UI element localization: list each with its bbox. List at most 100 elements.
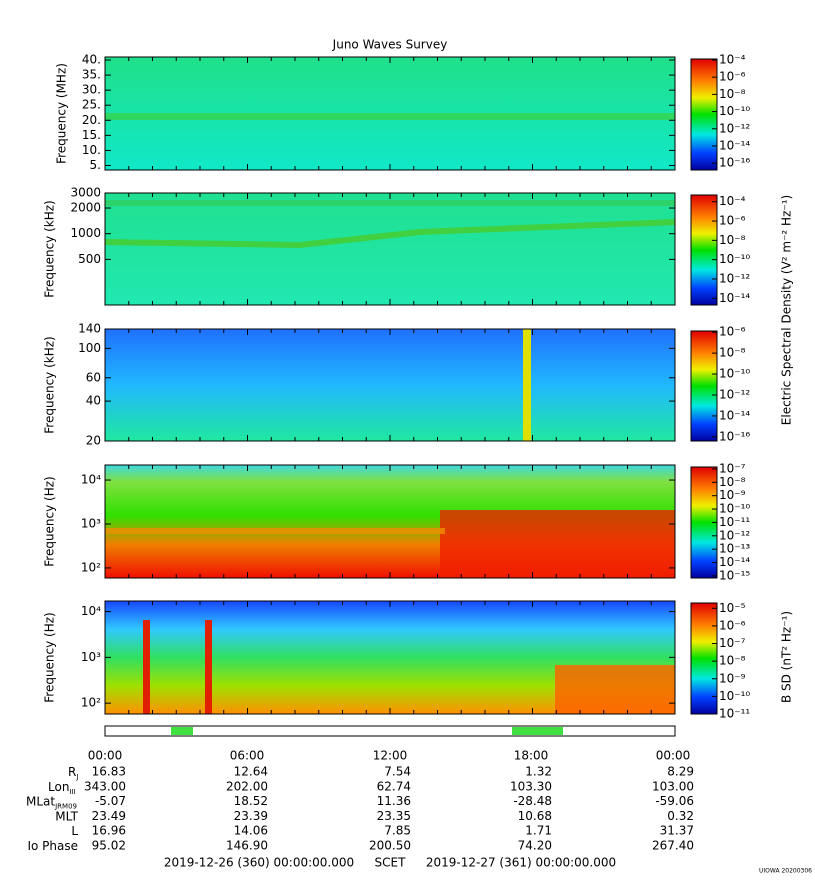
ephemeris-label: MLatJRM09: [26, 794, 77, 811]
y-tick-label: 10⁴: [81, 604, 101, 618]
y-tick-label: 140: [78, 322, 101, 336]
ephemeris-value: 95.02: [92, 839, 126, 853]
y-tick-label: 10³: [81, 650, 101, 664]
ephemeris-value: 103.30: [510, 779, 552, 793]
ephemeris-value: 200.50: [369, 839, 411, 853]
colorbar-tick-label: 10⁻⁹: [719, 488, 746, 502]
y-axis-label: Frequency (Hz): [43, 476, 57, 567]
colorbar-tick-label: 10⁻⁸: [719, 475, 746, 489]
colorbar-tick-label: 10⁻⁸: [719, 233, 746, 247]
ephemeris-label-text: Lon: [48, 779, 69, 793]
y-tick-label: 10²: [81, 696, 101, 710]
colorbar: [690, 602, 718, 715]
colorbar-tick-label: 10⁻⁵: [719, 601, 746, 615]
colorbar-tick-label: 10⁻¹¹: [719, 515, 750, 529]
ephemeris-label: Io Phase: [27, 839, 78, 853]
colorbar-tick-label: 10⁻⁹: [719, 671, 746, 685]
y-axis-label: Frequency (kHz): [43, 200, 57, 297]
colorbar-tick-label: 10⁻¹²: [719, 271, 750, 285]
y-tick-label: 3000: [70, 186, 101, 200]
title: Juno Waves Survey: [332, 38, 448, 52]
ephemeris-value: 16.96: [92, 824, 126, 838]
y-tick-label: 2000: [70, 201, 101, 215]
ephemeris-value: 11.36: [377, 794, 411, 808]
colorbar-tick-label: 10⁻⁸: [719, 346, 746, 360]
ephemeris-value: 23.39: [234, 809, 268, 823]
y-tick-label: 40.: [82, 53, 101, 67]
ephemeris-value: 8.29: [667, 765, 694, 779]
colorbar-tick-label: 10⁻⁸: [719, 87, 746, 101]
colorbar-tick-label: 10⁻¹⁵: [719, 568, 750, 582]
colorbar-tick-label: 10⁻⁷: [719, 636, 746, 650]
ephemeris-value: 16.83: [92, 765, 126, 779]
colorbar-tick-label: 10⁻⁴: [719, 194, 746, 208]
y-tick-label: 15.: [82, 128, 101, 142]
colorbar-tick-label: 10⁻¹³: [719, 542, 750, 556]
ephemeris-value: 10.68: [518, 809, 552, 823]
ephemeris-value: 7.54: [384, 765, 411, 779]
ephemeris-value: -59.06: [655, 794, 694, 808]
ephemeris-value: 103.00: [652, 779, 694, 793]
footer-start: 2019-12-26 (360) 00:00:00.000: [164, 856, 354, 870]
ephemeris-value: -28.48: [513, 794, 552, 808]
y-tick-label: 20.: [82, 113, 101, 127]
y-tick-label: 5.: [90, 158, 101, 172]
ephemeris-label-text: MLT: [55, 809, 78, 823]
colorbar-tick-label: 10⁻¹²: [719, 528, 750, 542]
mode-bar: [104, 725, 676, 737]
colorbar-tick-label: 10⁻⁸: [719, 654, 746, 668]
y-tick-label: 100: [78, 341, 101, 355]
ephemeris-value: -5.07: [95, 794, 126, 808]
ephemeris-value: 23.49: [92, 809, 126, 823]
ephemeris-label-text: Io Phase: [27, 839, 78, 853]
ephemeris-value: 146.90: [226, 839, 268, 853]
ephemeris-value: 267.40: [652, 839, 694, 853]
ephemeris-value: 0.32: [667, 809, 694, 823]
time-label: 18:00: [514, 749, 549, 763]
ephemeris-label: RJ: [68, 765, 78, 782]
ephemeris-label-text: L: [71, 824, 78, 838]
ephemeris-value: 62.74: [377, 779, 411, 793]
time-label: 00:00: [88, 749, 123, 763]
colorbar-tick-label: 10⁻¹⁰: [719, 502, 750, 516]
colorbar-tick-label: 10⁻¹⁶: [719, 429, 750, 443]
colorbar: [690, 194, 718, 306]
colorbar-tick-label: 10⁻¹¹: [719, 707, 750, 721]
spectrograms: [104, 57, 676, 714]
e-colorbar-label: Electric Spectral Density (V² m⁻² Hz⁻¹): [780, 195, 794, 425]
colorbar-tick-label: 10⁻¹⁴: [719, 555, 750, 569]
y-tick-label: 10³: [81, 516, 101, 530]
colorbar-tick-label: 10⁻¹⁰: [719, 689, 750, 703]
y-tick-label: 60: [86, 370, 101, 384]
y-tick-label: 500: [78, 252, 101, 266]
ephemeris-value: 1.32: [525, 765, 552, 779]
y-axis-label: Frequency (Hz): [43, 612, 57, 703]
colorbar-tick-label: 10⁻⁶: [719, 70, 746, 84]
ephemeris-value: 7.85: [384, 824, 411, 838]
ephemeris-value: 18.52: [234, 794, 268, 808]
y-axis-label: Frequency (MHz): [55, 63, 69, 164]
time-label: 12:00: [373, 749, 408, 763]
y-tick-label: 35.: [82, 68, 101, 82]
ephemeris-value: 12.64: [234, 765, 268, 779]
ephemeris-value: 74.20: [518, 839, 552, 853]
colorbar-tick-label: 10⁻¹⁴: [719, 408, 750, 422]
ephemeris-value: 202.00: [226, 779, 268, 793]
ephemeris-label-text: MLat: [26, 794, 55, 808]
ephemeris-label-sub: J: [75, 773, 78, 781]
ephemeris-value: 31.37: [660, 824, 694, 838]
ephemeris-label-sub: JRM09: [54, 803, 77, 811]
ephemeris-value: 1.71: [525, 824, 552, 838]
y-tick-label: 10⁴: [81, 473, 101, 487]
y-tick-label: 40: [86, 394, 101, 408]
colorbar-tick-label: 10⁻¹⁴: [719, 138, 750, 152]
b-colorbar-label: B SD (nT² Hz⁻¹): [780, 611, 794, 703]
colorbar-tick-label: 10⁻¹⁶: [719, 156, 750, 170]
colorbar-tick-label: 10⁻⁶: [719, 214, 746, 228]
colorbar-tick-label: 10⁻¹²: [719, 121, 750, 135]
colorbar-tick-label: 10⁻⁴: [719, 52, 746, 66]
y-tick-label: 30.: [82, 83, 101, 97]
ephemeris-label: LonIII: [48, 779, 76, 796]
ephemeris-value: 23.35: [377, 809, 411, 823]
